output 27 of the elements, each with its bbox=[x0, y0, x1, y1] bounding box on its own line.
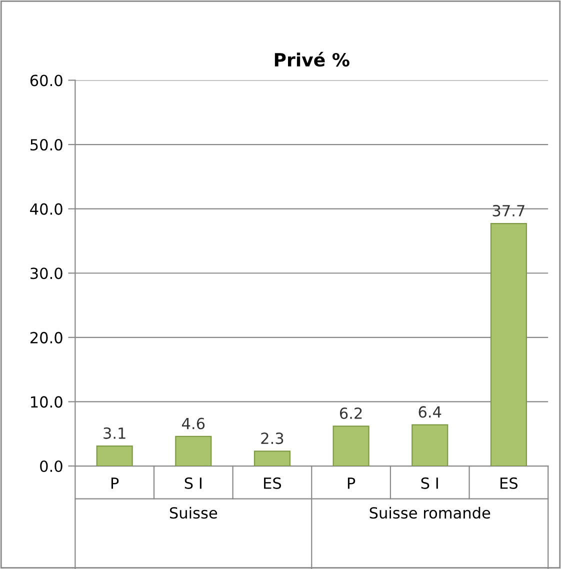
text: Suisse romande bbox=[370, 506, 490, 519]
x-tick-label: ES bbox=[500, 477, 518, 489]
bar bbox=[412, 424, 448, 466]
x-tick-label: S I bbox=[184, 477, 202, 489]
x-tick-label: S I bbox=[421, 477, 438, 489]
data-label: 6.2 bbox=[340, 407, 362, 420]
x-tick-label: ES bbox=[264, 477, 282, 489]
x-tick-label: P bbox=[111, 478, 119, 489]
data-label: 6.4 bbox=[418, 406, 442, 418]
y-tick-label: 50.0 bbox=[30, 138, 62, 151]
x-tick-label: P bbox=[348, 478, 356, 489]
y-tick-label: 40.0 bbox=[30, 203, 62, 215]
y-tick-label: 20.0 bbox=[30, 332, 62, 344]
data-label: 3.1 bbox=[104, 427, 126, 439]
bar bbox=[490, 223, 527, 466]
text: Suisse bbox=[170, 506, 218, 519]
bar bbox=[254, 450, 291, 466]
y-tick-label: 60.0 bbox=[30, 74, 62, 86]
bar bbox=[175, 436, 212, 466]
chart-title: Privé % bbox=[274, 52, 350, 67]
data-label: 2.3 bbox=[261, 432, 284, 444]
data-label: 4.6 bbox=[182, 418, 205, 430]
y-tick-label: 10.0 bbox=[31, 396, 62, 408]
y-tick-label: 30.0 bbox=[30, 268, 62, 280]
bar bbox=[96, 446, 133, 466]
y-tick-label: 0.0 bbox=[40, 460, 62, 472]
bar bbox=[332, 426, 370, 466]
